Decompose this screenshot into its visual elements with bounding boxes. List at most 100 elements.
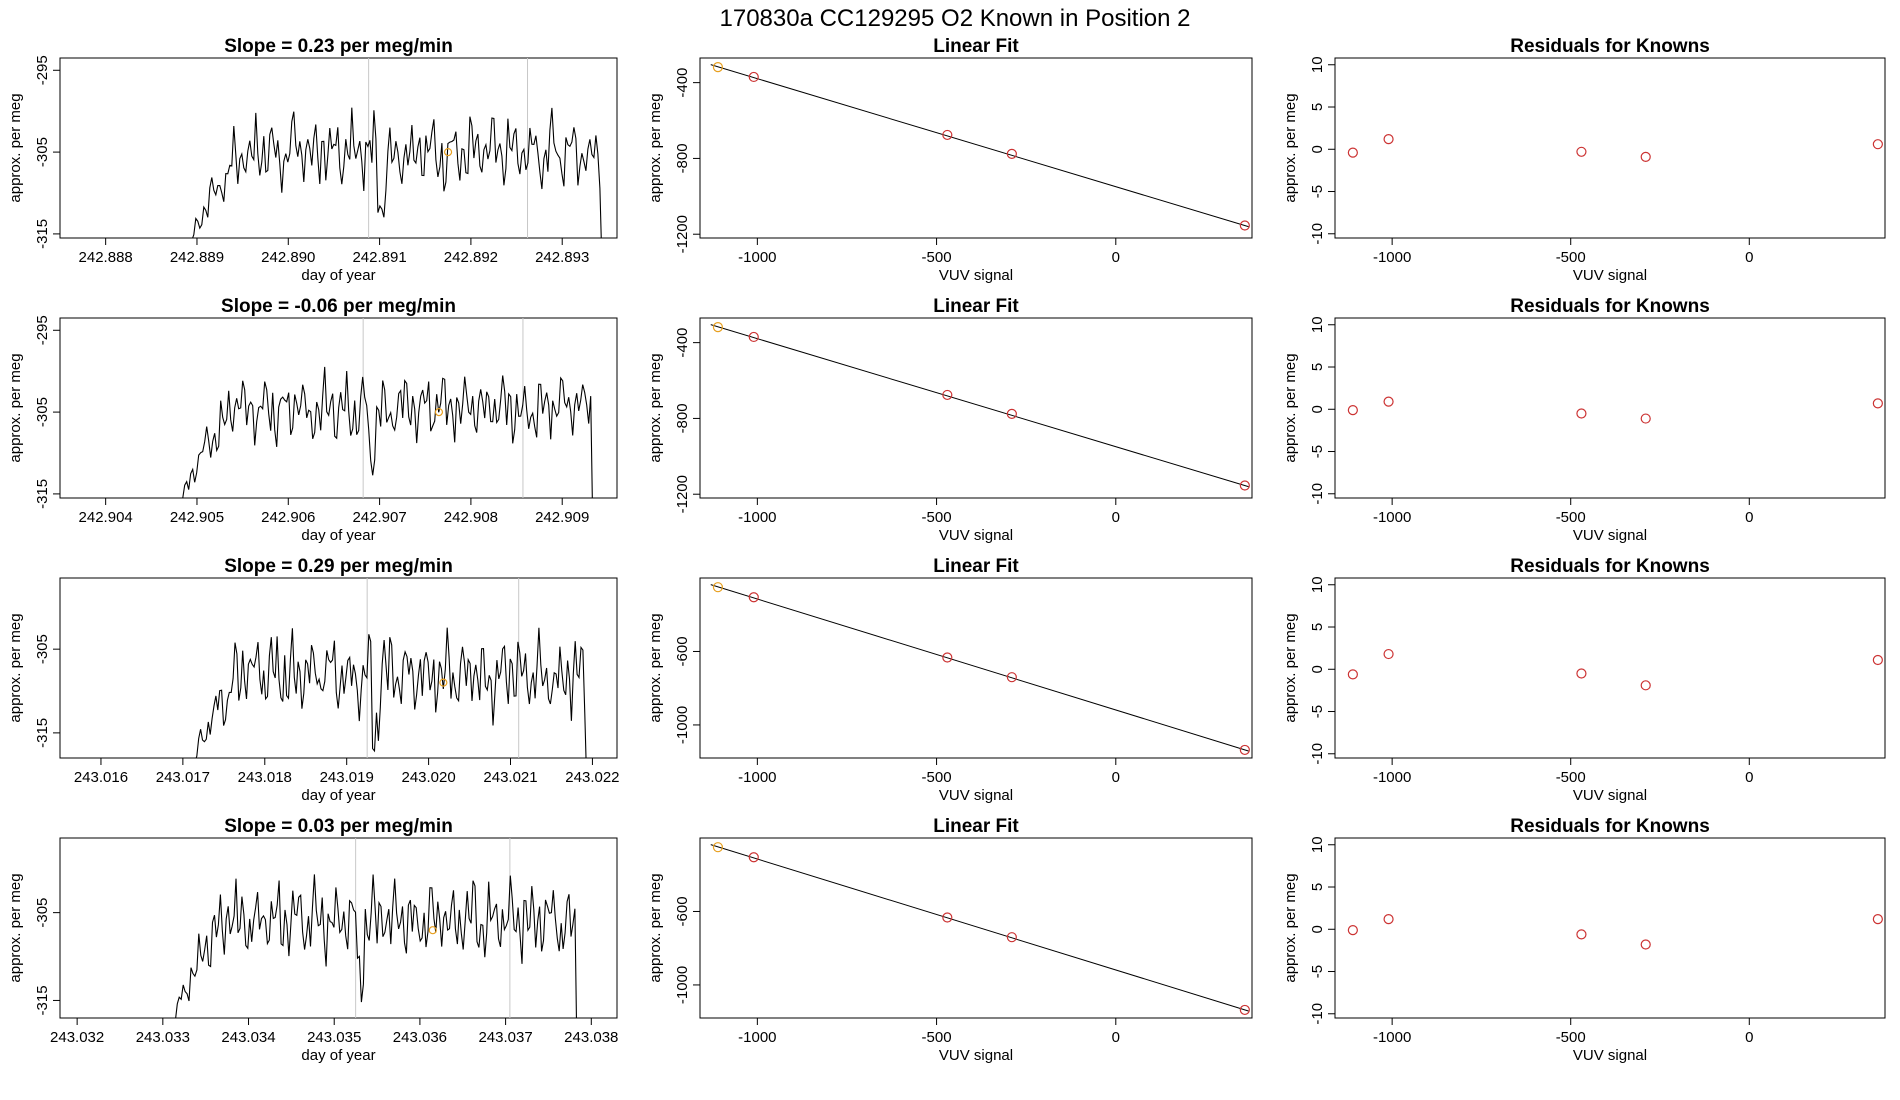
panel-title: Slope = 0.03 per meg/min: [224, 816, 453, 837]
data-point: [1006, 932, 1017, 943]
data-point: [1872, 914, 1883, 925]
x-axis-label: VUV signal: [1573, 1047, 1647, 1064]
panel-title: Residuals for Knowns: [1510, 296, 1710, 317]
data-point: [1576, 668, 1587, 679]
x-tick-label: 242.904: [79, 509, 133, 526]
data-point: [748, 852, 759, 863]
signal-trace: [192, 107, 602, 238]
fit-line: [710, 844, 1249, 1012]
x-tick-label: -1000: [738, 1029, 776, 1046]
y-tick-label: -295: [34, 55, 51, 85]
x-tick-label: 242.891: [352, 249, 406, 266]
x-tick-label: 243.038: [564, 1029, 618, 1046]
x-tick-label: 242.907: [352, 509, 406, 526]
data-point: [1239, 1004, 1250, 1016]
y-tick-label: -315: [34, 479, 51, 509]
x-tick-label: 0: [1112, 509, 1120, 526]
panel-1: Slope = 0.23 per meg/min 242.888 242.889 24…: [7, 36, 618, 284]
y-tick-label: -800: [674, 403, 691, 433]
plot-area: [710, 61, 1250, 231]
plot-frame: [59, 57, 618, 239]
plot-frame: [699, 317, 1253, 499]
x-tick-label: -500: [1556, 769, 1586, 786]
signal-trace: [195, 627, 587, 758]
known-marker: [428, 926, 437, 935]
y-tick-label: -1200: [674, 215, 691, 253]
x-tick-label: 0: [1745, 249, 1753, 266]
plot-frame: [699, 57, 1253, 239]
x-tick-label: 243.036: [393, 1029, 447, 1046]
y-tick-label: 10: [1309, 316, 1326, 333]
x-tick-label: 242.908: [444, 509, 498, 526]
x-tick-label: 243.020: [401, 769, 455, 786]
x-tick-label: 242.906: [261, 509, 315, 526]
known-marker: [443, 147, 453, 157]
panel-title: Slope = 0.23 per meg/min: [224, 36, 453, 57]
x-axis-label: VUV signal: [939, 267, 1013, 284]
panel-grid: Slope = 0.23 per meg/min 242.888 242.889 24…: [7, 36, 1886, 1064]
x-tick-label: 0: [1745, 769, 1753, 786]
data-point: [942, 389, 953, 401]
x-tick-label: 243.022: [565, 769, 619, 786]
x-tick-label: 243.035: [307, 1029, 361, 1046]
y-tick-label: -1000: [674, 966, 691, 1004]
plot-area: [1347, 134, 1883, 162]
panel-12: Residuals for Knowns -1000 -500 0 10 5 0 -5 -10 V…: [1282, 816, 1886, 1064]
x-tick-label: 242.892: [444, 249, 498, 266]
x-tick-label: 242.909: [535, 509, 589, 526]
data-point: [1006, 672, 1017, 683]
x-tick-label: -1000: [1373, 509, 1411, 526]
y-tick-label: -5: [1309, 965, 1326, 978]
panel-title: Residuals for Knowns: [1510, 36, 1710, 57]
panel-title: Linear Fit: [933, 296, 1019, 317]
x-axis-label: VUV signal: [1573, 527, 1647, 544]
x-tick-label: 243.018: [238, 769, 292, 786]
x-tick-label: -500: [922, 769, 952, 786]
x-tick-label: 243.033: [136, 1029, 190, 1046]
y-tick-label: -5: [1309, 705, 1326, 718]
fit-line: [710, 324, 1249, 488]
y-tick-label: -305: [34, 634, 51, 664]
x-axis-label: day of year: [301, 1047, 375, 1064]
x-axis-label: VUV signal: [939, 1047, 1013, 1064]
known-marker: [434, 407, 444, 417]
plot-frame: [1334, 317, 1886, 499]
data-point: [942, 912, 953, 923]
plot-frame: [1334, 577, 1886, 759]
y-tick-label: -305: [34, 137, 51, 167]
data-point: [1239, 480, 1250, 491]
plot-area: [195, 578, 587, 758]
data-point: [1383, 396, 1394, 407]
data-point: [1872, 654, 1883, 666]
y-axis-label: approx. per meg: [7, 873, 24, 982]
data-point: [1576, 408, 1587, 419]
y-axis-label: approx. per meg: [647, 613, 664, 722]
panel-10: Slope = 0.03 per meg/min 243.032 243.033 24…: [7, 816, 618, 1064]
y-axis-label: approx. per meg: [1282, 353, 1299, 462]
y-tick-label: -800: [674, 143, 691, 173]
x-tick-label: 243.037: [478, 1029, 532, 1046]
x-tick-label: -500: [922, 249, 952, 266]
panel-6: Residuals for Knowns -1000 -500 0 10 5 0 -5 -10 V…: [1282, 296, 1886, 544]
data-point: [712, 842, 724, 853]
panel-7: Slope = 0.29 per meg/min 243.016 243.017 24…: [7, 556, 620, 804]
data-point: [1347, 669, 1358, 680]
x-tick-label: 242.889: [170, 249, 224, 266]
panel-title: Slope = 0.29 per meg/min: [224, 556, 453, 577]
y-axis-label: approx. per meg: [7, 93, 24, 202]
y-tick-label: 0: [1309, 405, 1326, 413]
y-tick-label: -1000: [674, 706, 691, 744]
x-tick-label: 243.019: [320, 769, 374, 786]
fit-line: [710, 64, 1249, 228]
data-point: [1640, 413, 1651, 424]
y-tick-label: -305: [34, 898, 51, 928]
y-tick-label: -10: [1309, 223, 1326, 245]
plot-area: [710, 321, 1250, 491]
y-tick-label: -400: [674, 328, 691, 358]
panel-title: Linear Fit: [933, 556, 1019, 577]
x-tick-label: 243.034: [221, 1029, 275, 1046]
y-axis-label: approx. per meg: [7, 353, 24, 462]
y-tick-label: -400: [674, 68, 691, 98]
x-tick-label: -1000: [738, 509, 776, 526]
x-tick-label: 242.888: [79, 249, 133, 266]
